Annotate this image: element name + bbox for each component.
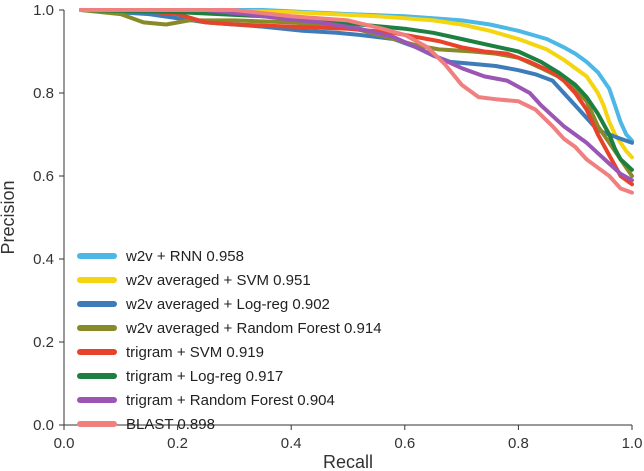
y-tick-label: 0.0 (33, 417, 54, 434)
series-line-7 (79, 8, 634, 183)
legend-label: w2v averaged + Random Forest 0.914 (125, 320, 382, 337)
y-tick-label: 1.0 (33, 2, 54, 19)
x-tick-label: 0.8 (508, 435, 529, 452)
legend-label: w2v + RNN 0.958 (125, 248, 244, 265)
x-tick-label: 0.4 (281, 435, 302, 452)
legend-label: trigram + Log-reg 0.917 (126, 368, 283, 385)
legend-label: trigram + SVM 0.919 (126, 344, 264, 361)
series-line-2 (79, 8, 634, 160)
legend: w2v + RNN 0.958 w2v averaged + SVM 0.951 w… (77, 248, 382, 433)
legend-label: w2v averaged + SVM 0.951 (125, 272, 311, 289)
x-tick-label: 0.0 (54, 435, 75, 452)
legend-label: trigram + Random Forest 0.904 (126, 392, 335, 409)
axes: 0.0 0.2 0.4 0.6 0.8 1.0 0.0 0.2 0.4 0.6 0.8 1.0 (33, 2, 642, 452)
series-line-4 (79, 8, 634, 178)
series-line-8 (79, 8, 634, 195)
x-tick-label: 0.6 (394, 435, 415, 452)
legend-label: w2v averaged + Log-reg 0.902 (125, 296, 330, 313)
series-line-5 (79, 8, 634, 187)
legend-label: BLAST 0.898 (126, 416, 215, 433)
y-tick-label: 0.6 (33, 168, 54, 185)
y-axis-title: Precision (0, 180, 18, 254)
y-tick-label: 0.8 (33, 85, 54, 102)
series-layer (79, 8, 634, 195)
y-tick-label: 0.2 (33, 334, 54, 351)
x-tick-label: 1.0 (622, 435, 643, 452)
y-tick-label: 0.4 (33, 251, 54, 268)
x-axis-title: Recall (323, 452, 373, 471)
x-tick-label: 0.2 (167, 435, 188, 452)
